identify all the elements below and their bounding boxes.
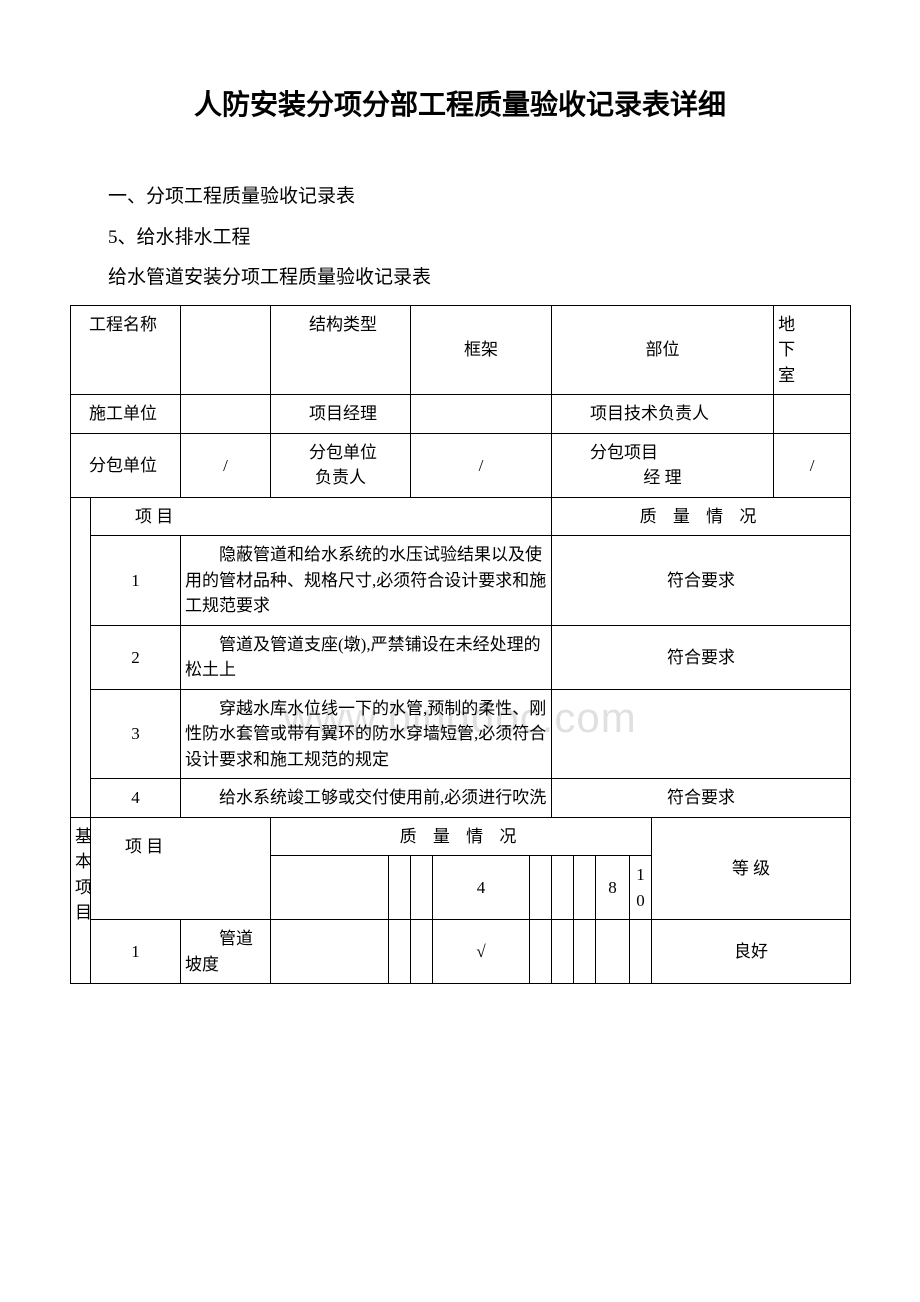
intro-line-2: 5、给水排水工程 <box>70 221 850 255</box>
sub-pm-value: / <box>774 433 851 497</box>
project-name-label: 工程名称 <box>71 305 181 395</box>
page-title: 人防安装分项分部工程质量验收记录表详细 <box>70 80 850 130</box>
basic-col-2 <box>389 856 411 920</box>
table-row: 1 管道坡度 √ 良好 <box>71 920 851 984</box>
main-quality-header: 质 量 情 况 <box>552 497 851 536</box>
intro-line-3: 给水管道安装分项工程质量验收记录表 <box>70 261 850 295</box>
basic-row-desc: 管道坡度 <box>181 920 271 984</box>
basic-col-7 <box>574 856 596 920</box>
document-content: 人防安装分项分部工程质量验收记录表详细 一、分项工程质量验收记录表 5、给水排水… <box>70 80 850 984</box>
pm-value <box>411 395 552 434</box>
basic-col-5 <box>530 856 552 920</box>
basic-row-grade: 良好 <box>652 920 851 984</box>
acceptance-table: 工程名称 结构类型 框架 部位 地下室 施工单位 项目经理 项目技术负责人 分包… <box>70 305 851 985</box>
main-side-blank <box>71 497 91 817</box>
main-item-no: 4 <box>91 779 181 818</box>
main-item-desc: 管道及管道支座(墩),严禁铺设在未经处理的松土上 <box>181 625 552 689</box>
basic-row-no: 1 <box>91 920 181 984</box>
position-label: 部位 <box>552 305 774 395</box>
position-value: 地下室 <box>774 305 851 395</box>
main-item-no: 2 <box>91 625 181 689</box>
construct-unit-value <box>181 395 271 434</box>
sub-unit-label: 分包单位 <box>71 433 181 497</box>
basic-col-8: 8 <box>596 856 630 920</box>
basic-quality-header: 质 量 情 况 <box>271 817 652 856</box>
table-row: 2 管道及管道支座(墩),严禁铺设在未经处理的松土上 符合要求 <box>71 625 851 689</box>
basic-item-header: 项 目 <box>91 817 271 920</box>
basic-cell <box>530 920 552 984</box>
table-row: 4 给水系统竣工够或交付使用前,必须进行吹洗 符合要求 <box>71 779 851 818</box>
basic-side-label: 基本项目 <box>71 817 91 984</box>
basic-col-6 <box>552 856 574 920</box>
basic-cell <box>271 920 389 984</box>
tech-lead-value <box>774 395 851 434</box>
main-item-desc: 隐蔽管道和给水系统的水压试验结果以及使用的管材品种、规格尺寸,必须符合设计要求和… <box>181 536 552 626</box>
basic-cell <box>411 920 433 984</box>
table-row: 分包单位 / 分包单位 负责人 / 分包项目 经 理 / <box>71 433 851 497</box>
tech-lead-label: 项目技术负责人 <box>552 395 774 434</box>
basic-col-3 <box>411 856 433 920</box>
basic-cell <box>630 920 652 984</box>
sub-unit-value: / <box>181 433 271 497</box>
construct-unit-label: 施工单位 <box>71 395 181 434</box>
basic-col-10: 10 <box>630 856 652 920</box>
basic-grade-header: 等 级 <box>652 817 851 920</box>
basic-cell <box>574 920 596 984</box>
main-item-result: 符合要求 <box>552 536 851 626</box>
project-name-value <box>181 305 271 395</box>
basic-cell <box>596 920 630 984</box>
basic-cell <box>552 920 574 984</box>
struct-type-label: 结构类型 <box>271 305 411 395</box>
table-row: 1 隐蔽管道和给水系统的水压试验结果以及使用的管材品种、规格尺寸,必须符合设计要… <box>71 536 851 626</box>
table-row: 工程名称 结构类型 框架 部位 地下室 <box>71 305 851 395</box>
main-item-result: 符合要求 <box>552 779 851 818</box>
basic-col-1 <box>271 856 389 920</box>
main-item-desc: 穿越水库水位线一下的水管,预制的柔性、刚性防水套管或带有翼环的防水穿墙短管,必须… <box>181 689 552 779</box>
main-item-no: 1 <box>91 536 181 626</box>
struct-type-value: 框架 <box>411 305 552 395</box>
sub-lead-value: / <box>411 433 552 497</box>
main-table-container: 工程名称 结构类型 框架 部位 地下室 施工单位 项目经理 项目技术负责人 分包… <box>70 305 850 985</box>
main-item-result <box>552 689 851 779</box>
sub-pm-label: 分包项目 经 理 <box>552 433 774 497</box>
table-row: 项 目 质 量 情 况 <box>71 497 851 536</box>
pm-label: 项目经理 <box>271 395 411 434</box>
main-item-result: 符合要求 <box>552 625 851 689</box>
intro-line-1: 一、分项工程质量验收记录表 <box>70 180 850 214</box>
basic-cell <box>389 920 411 984</box>
table-row: 基本项目 项 目 质 量 情 况 等 级 <box>71 817 851 856</box>
main-item-desc: 给水系统竣工够或交付使用前,必须进行吹洗 <box>181 779 552 818</box>
sub-lead-label: 分包单位 负责人 <box>271 433 411 497</box>
table-row: 施工单位 项目经理 项目技术负责人 <box>71 395 851 434</box>
basic-cell-check: √ <box>433 920 530 984</box>
basic-col-4: 4 <box>433 856 530 920</box>
main-item-no: 3 <box>91 689 181 779</box>
table-row: 3 穿越水库水位线一下的水管,预制的柔性、刚性防水套管或带有翼环的防水穿墙短管,… <box>71 689 851 779</box>
main-item-header: 项 目 <box>91 497 552 536</box>
